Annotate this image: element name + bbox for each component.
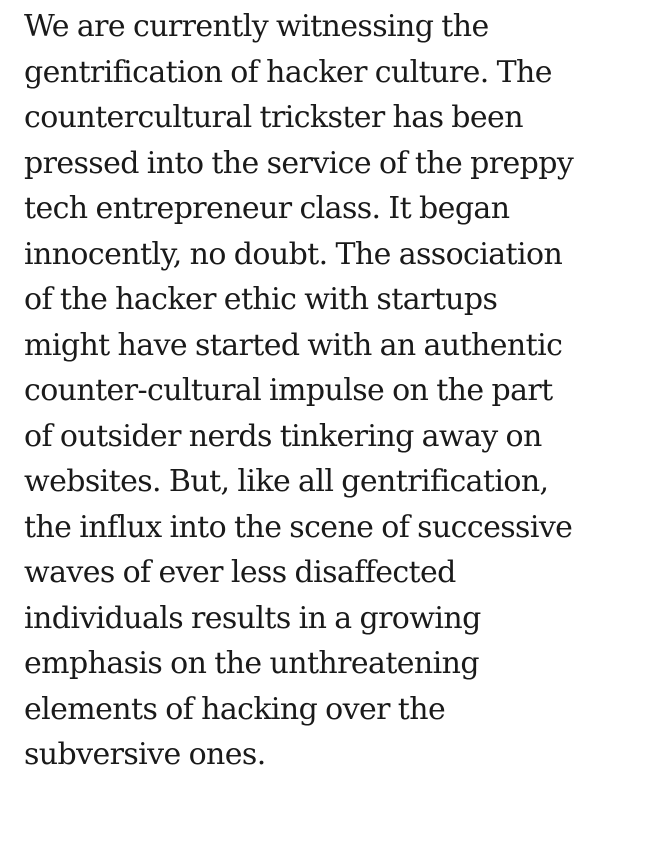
passage-line: We are currently witnessing the	[24, 9, 489, 44]
passage-line: pressed into the service of the preppy	[24, 145, 574, 181]
passage-line: tech entrepreneur class. It began	[24, 191, 510, 226]
passage-line: emphasis on the unthreatening	[24, 646, 480, 681]
passage-line: gentrification of hacker culture. The	[24, 54, 553, 90]
passage-line: websites. But, like all gentrification,	[24, 464, 549, 499]
passage-line: of the hacker ethic with startups	[24, 282, 498, 317]
passage-line: counter-cultural impulse on the part	[24, 373, 553, 408]
passage-line: subversive ones.	[24, 737, 266, 772]
passage-line: individuals results in a growing	[24, 600, 481, 636]
passage-line: the influx into the scene of successive	[24, 509, 573, 545]
passage-line: countercultural trickster has been	[24, 100, 524, 135]
passage-line: innocently, no doubt. The association	[24, 236, 563, 272]
text-passage: We are currently witnessing the gentrifi…	[24, 4, 650, 778]
passage-line: elements of hacking over the	[24, 691, 446, 727]
passage-line: of outsider nerds tinkering away on	[24, 418, 542, 454]
passage-line: waves of ever less disaffected	[24, 555, 456, 590]
passage-line: might have started with an authentic	[24, 327, 563, 363]
